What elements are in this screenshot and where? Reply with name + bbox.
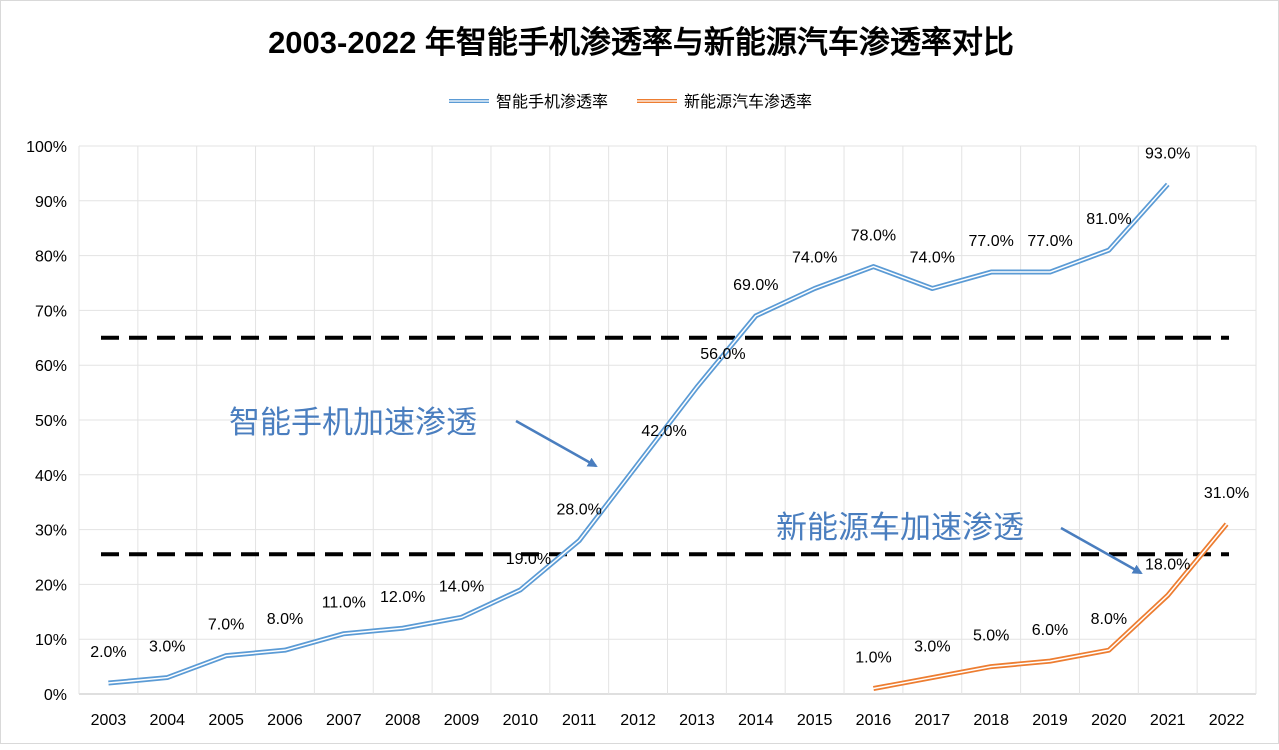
y-tick-label: 80% — [35, 249, 67, 266]
x-tick-label: 2015 — [797, 712, 833, 729]
x-tick-label: 2021 — [1150, 712, 1186, 729]
x-tick-label: 2005 — [208, 712, 244, 729]
reference-lines — [101, 335, 1229, 557]
data-label: 8.0% — [1091, 611, 1127, 628]
y-tick-label: 70% — [35, 303, 67, 320]
x-tick-label: 2007 — [326, 712, 362, 729]
x-tick-label: 2006 — [267, 712, 303, 729]
series-line-inner — [108, 183, 1169, 684]
y-tick-label: 90% — [35, 194, 67, 211]
legend-label: 智能手机渗透率 — [496, 93, 608, 111]
data-label: 12.0% — [380, 589, 425, 606]
data-label: 1.0% — [855, 650, 891, 667]
x-tick-label: 2016 — [856, 712, 892, 729]
y-tick-label: 50% — [35, 413, 67, 430]
x-tick-label: 2022 — [1209, 712, 1245, 729]
data-label: 74.0% — [910, 249, 955, 266]
data-label: 3.0% — [914, 639, 950, 656]
series-line-nev — [873, 522, 1229, 691]
y-tick-label: 20% — [35, 577, 67, 594]
data-label: 18.0% — [1145, 556, 1190, 573]
data-label: 31.0% — [1204, 485, 1249, 502]
x-tick-label: 2019 — [1032, 712, 1068, 729]
data-label: 28.0% — [557, 502, 602, 519]
x-tick-label: 2018 — [973, 712, 1009, 729]
data-label: 5.0% — [973, 628, 1009, 645]
y-tick-label: 100% — [26, 139, 67, 156]
x-tick-label: 2013 — [679, 712, 715, 729]
x-tick-label: 2008 — [385, 712, 421, 729]
y-tick-label: 30% — [35, 523, 67, 540]
legend: 智能手机渗透率 新能源汽车渗透率 — [449, 93, 812, 111]
data-label: 74.0% — [792, 249, 837, 266]
chart-title: 2003-2022 年智能手机渗透率与新能源汽车渗透率对比 — [268, 25, 1014, 60]
y-tick-label: 40% — [35, 468, 67, 485]
y-tick-label: 0% — [44, 687, 67, 704]
annotation-text: 智能手机加速渗透 — [229, 405, 477, 440]
data-label: 3.0% — [149, 639, 185, 656]
y-tick-label: 60% — [35, 358, 67, 375]
x-tick-label: 2003 — [91, 712, 127, 729]
data-label: 2.0% — [90, 644, 126, 661]
data-label: 6.0% — [1032, 622, 1068, 639]
data-labels: 2.0% 3.0% 7.0% 8.0% 11.0% 12.0% 14.0% 19.0% 28.0… — [90, 145, 1249, 666]
x-tick-label: 2014 — [738, 712, 774, 729]
data-label: 11.0% — [322, 595, 366, 612]
data-label: 7.0% — [208, 617, 244, 634]
x-tick-label: 2017 — [915, 712, 951, 729]
legend-label: 新能源汽车渗透率 — [684, 93, 812, 111]
data-label: 19.0% — [506, 551, 551, 568]
x-tick-label: 2010 — [503, 712, 539, 729]
x-tick-label: 2009 — [444, 712, 480, 729]
data-label: 77.0% — [968, 233, 1013, 250]
x-tick-label: 2020 — [1091, 712, 1127, 729]
data-label: 8.0% — [267, 611, 303, 628]
axes: 0% 10% 20% 30% 40% 50% 60% 70% 80% 90% 100% 2003 200… — [26, 139, 1244, 729]
data-label: 56.0% — [700, 346, 745, 363]
annotation-text: 新能源车加速渗透 — [776, 510, 1024, 545]
data-label: 69.0% — [733, 277, 778, 294]
x-tick-label: 2012 — [620, 712, 656, 729]
x-tick-label: 2004 — [149, 712, 185, 729]
x-tick-label: 2011 — [562, 712, 597, 729]
series-line-inner — [873, 523, 1228, 690]
data-label: 14.0% — [439, 578, 484, 595]
data-label: 78.0% — [851, 228, 896, 245]
annotation-arrow-icon — [1060, 526, 1143, 575]
data-label: 42.0% — [641, 423, 686, 440]
series-group — [108, 182, 1229, 691]
data-label: 93.0% — [1145, 145, 1190, 162]
data-label: 77.0% — [1027, 233, 1072, 250]
data-label: 81.0% — [1086, 211, 1131, 228]
y-tick-label: 10% — [35, 632, 67, 649]
annotation-arrow-icon — [515, 419, 598, 468]
